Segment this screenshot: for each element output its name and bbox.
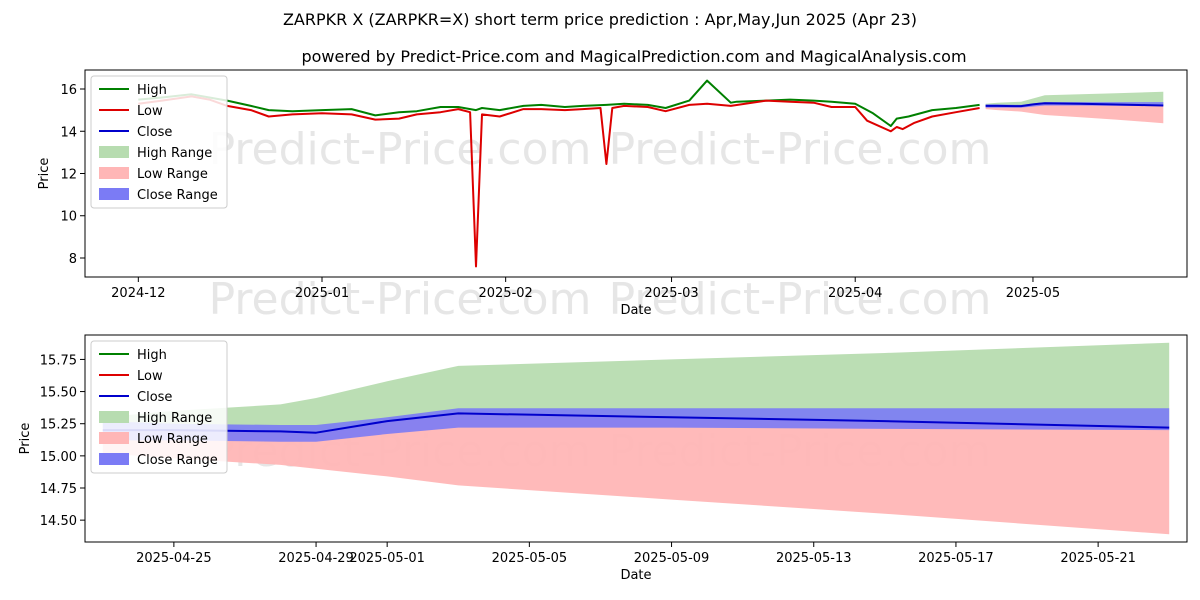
x-tick-label: 2025-05-09 bbox=[634, 551, 710, 566]
y-axis-label: Price bbox=[18, 423, 33, 455]
x-axis-label: Date bbox=[620, 568, 651, 583]
legend-label: High Range bbox=[137, 146, 212, 161]
x-tick-label: 2025-05-05 bbox=[492, 551, 568, 566]
low-range-band bbox=[985, 103, 1164, 124]
legend-label: Close bbox=[137, 390, 172, 405]
x-tick-label: 2025-05-13 bbox=[776, 551, 852, 566]
legend-label: Low Range bbox=[137, 432, 208, 447]
close-range-band bbox=[985, 102, 1164, 108]
x-tick-label: 2025-04-25 bbox=[136, 551, 212, 566]
legend-label: Low Range bbox=[137, 167, 208, 182]
y-tick-label: 16 bbox=[60, 83, 77, 98]
legend-label: Low bbox=[137, 104, 163, 119]
x-axis-label: Date bbox=[620, 303, 651, 318]
y-tick-label: 15.25 bbox=[40, 418, 77, 433]
chart-subtitle: powered by Predict-Price.com and Magical… bbox=[301, 47, 966, 66]
x-tick-label: 2025-05 bbox=[1006, 286, 1060, 301]
high-range-legend-swatch bbox=[99, 146, 129, 158]
x-tick-label: 2025-05-21 bbox=[1060, 551, 1136, 566]
watermark-text: Predict-Price.com bbox=[609, 274, 992, 325]
close-range-legend-swatch bbox=[99, 453, 129, 465]
legend-label: Close Range bbox=[137, 188, 218, 203]
y-tick-label: 8 bbox=[69, 252, 77, 267]
upper-chart-panel: Predict-Price.com Predict-Price.com Predic… bbox=[37, 69, 1188, 325]
legend-label: High bbox=[137, 348, 167, 363]
low-range-legend-swatch bbox=[99, 167, 129, 179]
y-axis-label: Price bbox=[37, 158, 52, 190]
high-range-legend-swatch bbox=[99, 411, 129, 423]
plot-area bbox=[138, 79, 1164, 268]
watermark-text: Predict-Price.com bbox=[609, 124, 992, 175]
x-tick-label: 2025-04 bbox=[828, 286, 882, 301]
low-range-band bbox=[102, 413, 1170, 535]
low-range-legend-swatch bbox=[99, 432, 129, 444]
watermark-text: Predict-Price.com bbox=[209, 274, 592, 325]
lower-chart-panel: Predict-Price.comPredict-Price.com2025-0… bbox=[18, 334, 1188, 583]
y-tick-label: 10 bbox=[60, 210, 77, 225]
x-tick-label: 2025-05-17 bbox=[918, 551, 994, 566]
high-series-line bbox=[138, 79, 980, 127]
legend: High Low Close High Range Low Range Close Ran… bbox=[90, 75, 228, 209]
x-tick-label: 2025-05-01 bbox=[349, 551, 425, 566]
legend-label: Close bbox=[137, 125, 172, 140]
plot-area bbox=[102, 342, 1170, 535]
x-tick-label: 2025-02 bbox=[478, 286, 532, 301]
y-tick-label: 12 bbox=[60, 168, 77, 183]
x-tick-label: 2025-03 bbox=[644, 286, 698, 301]
y-tick-label: 15.75 bbox=[40, 353, 77, 368]
close-series-line bbox=[985, 102, 1164, 108]
legend: High Low Close High Range Low Range Close Ran… bbox=[90, 340, 228, 474]
y-tick-label: 14.50 bbox=[40, 514, 77, 529]
x-tick-label: 2024-12 bbox=[111, 286, 165, 301]
plot-frame bbox=[84, 334, 1188, 543]
legend-label: Low bbox=[137, 369, 163, 384]
legend-label: High Range bbox=[137, 411, 212, 426]
legend-label: Close Range bbox=[137, 453, 218, 468]
x-tick-label: 2025-04-29 bbox=[278, 551, 354, 566]
x-tick-label: 2025-01 bbox=[295, 286, 349, 301]
y-tick-label: 15.50 bbox=[40, 386, 77, 401]
chart-title: ZARPKR X (ZARPKR=X) short term price pre… bbox=[283, 10, 917, 29]
y-tick-label: 14.75 bbox=[40, 482, 77, 497]
y-tick-label: 15.00 bbox=[40, 450, 77, 465]
y-tick-label: 14 bbox=[60, 125, 77, 140]
close-range-band bbox=[102, 408, 1170, 442]
close-range-legend-swatch bbox=[99, 188, 129, 200]
low-series-line bbox=[138, 95, 980, 268]
legend-label: High bbox=[137, 83, 167, 98]
watermark-text: Predict-Price.com bbox=[209, 124, 592, 175]
